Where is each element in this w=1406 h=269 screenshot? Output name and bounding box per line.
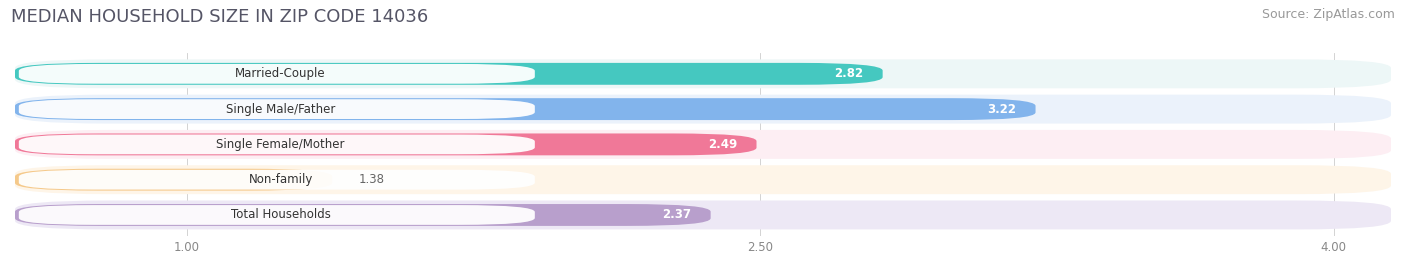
FancyBboxPatch shape [15, 133, 756, 155]
Text: 1.38: 1.38 [359, 173, 385, 186]
FancyBboxPatch shape [15, 63, 883, 85]
Text: 3.22: 3.22 [987, 102, 1017, 116]
FancyBboxPatch shape [18, 205, 534, 225]
Text: Total Households: Total Households [231, 208, 330, 221]
Text: Single Male/Father: Single Male/Father [226, 102, 336, 116]
FancyBboxPatch shape [15, 165, 1391, 194]
Text: 2.37: 2.37 [662, 208, 692, 221]
FancyBboxPatch shape [18, 134, 534, 154]
Text: Non-family: Non-family [249, 173, 312, 186]
Text: 2.82: 2.82 [834, 67, 863, 80]
FancyBboxPatch shape [15, 200, 1391, 229]
FancyBboxPatch shape [15, 169, 332, 191]
Text: 2.49: 2.49 [709, 138, 737, 151]
FancyBboxPatch shape [18, 99, 534, 119]
Text: Source: ZipAtlas.com: Source: ZipAtlas.com [1261, 8, 1395, 21]
Text: Married-Couple: Married-Couple [235, 67, 326, 80]
FancyBboxPatch shape [18, 170, 534, 190]
FancyBboxPatch shape [15, 95, 1391, 123]
FancyBboxPatch shape [15, 59, 1391, 88]
Text: Single Female/Mother: Single Female/Mother [217, 138, 344, 151]
Text: MEDIAN HOUSEHOLD SIZE IN ZIP CODE 14036: MEDIAN HOUSEHOLD SIZE IN ZIP CODE 14036 [11, 8, 429, 26]
FancyBboxPatch shape [15, 98, 1036, 120]
FancyBboxPatch shape [15, 130, 1391, 159]
FancyBboxPatch shape [18, 64, 534, 84]
FancyBboxPatch shape [15, 204, 710, 226]
